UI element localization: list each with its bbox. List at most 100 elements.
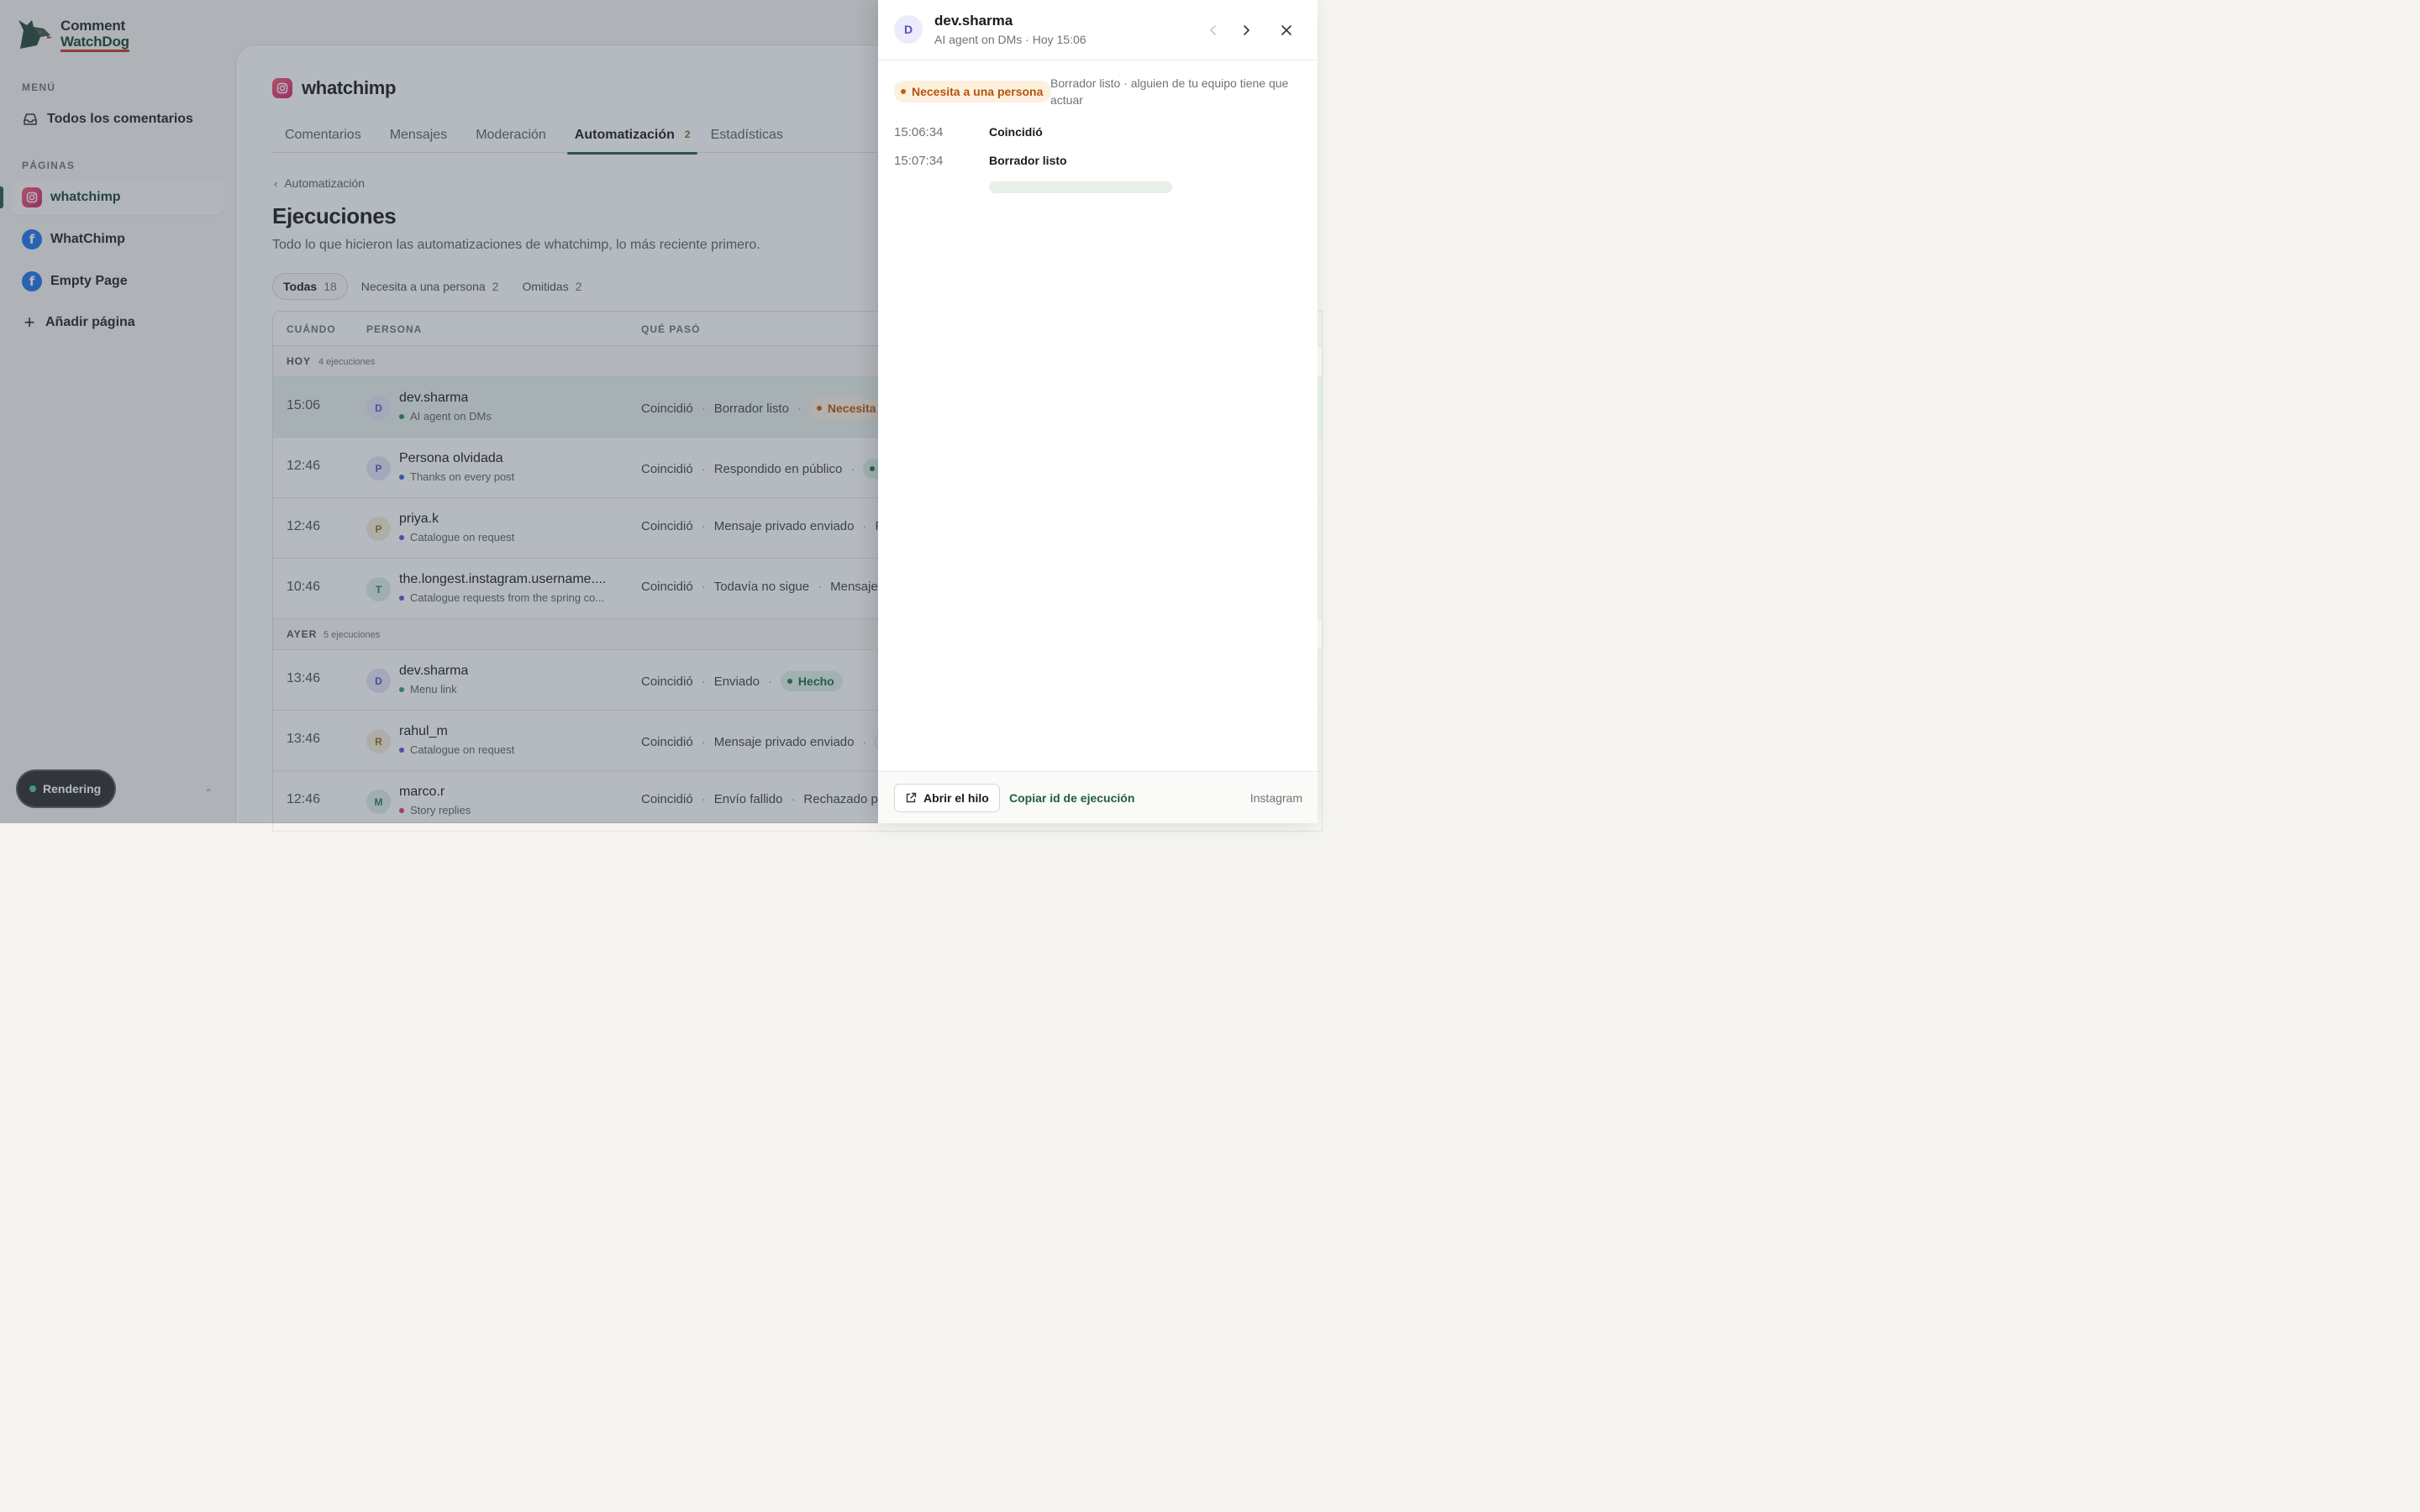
avatar: R: [366, 729, 391, 753]
rendering-status-pill[interactable]: Rendering: [18, 771, 115, 806]
step-label: Coincidió: [641, 674, 693, 689]
external-link-icon: [906, 792, 917, 803]
row-time: 10:46: [287, 580, 321, 594]
column-header-person: PERSONA: [366, 323, 423, 335]
execution-detail-drawer: D dev.sharma AI agent on DMs · Hoy 15:06…: [878, 0, 1318, 823]
sidebar-item-empty-page[interactable]: f Empty Page: [11, 264, 224, 299]
group-label: HOY: [287, 355, 312, 367]
step-time: 15:06:34: [894, 125, 944, 139]
tab-moderacion[interactable]: Moderación: [476, 123, 546, 153]
sidebar-item-whatchimp-facebook[interactable]: f WhatChimp: [11, 222, 224, 257]
tab-comentarios[interactable]: Comentarios: [272, 123, 361, 153]
status-note: Borrador listo · alguien de tu equipo ti…: [1050, 76, 1289, 107]
status-label: Necesita a una persona: [912, 85, 1044, 98]
open-thread-button[interactable]: Abrir el hilo: [894, 784, 1000, 812]
active-indicator: [0, 186, 3, 208]
tab-label: Comentarios: [285, 128, 361, 142]
brand-logo[interactable]: Comment WatchDog: [15, 15, 129, 54]
row-what-happened: Coincidió · Envío fallido · Rechazado por: [641, 792, 889, 806]
separator: ·: [797, 401, 802, 416]
step-time: 15:07:34: [894, 154, 944, 168]
filter-count: 2: [575, 280, 582, 293]
tab-mensajes[interactable]: Mensajes: [390, 123, 447, 153]
add-page-label: Añadir página: [45, 315, 135, 329]
sidebar-item-all-comments[interactable]: Todos los comentarios: [11, 102, 224, 137]
sidebar-item-label: whatchimp: [50, 190, 121, 204]
row-time: 12:46: [287, 459, 321, 473]
tab-label: Moderación: [476, 128, 546, 142]
breadcrumb[interactable]: ‹ Automatización: [274, 176, 365, 190]
avatar: M: [366, 790, 391, 814]
status-badge: Necesita a una persona: [894, 81, 1052, 102]
previous-button[interactable]: [1203, 20, 1223, 40]
step-label: Coincidió: [641, 734, 693, 749]
drawer-footer: Abrir el hilo Copiar id de ejecución Ins…: [878, 771, 1318, 823]
next-button[interactable]: [1236, 20, 1256, 40]
step-label: Todavía no sigue: [713, 580, 810, 594]
step-label: Mensaje p: [830, 580, 889, 594]
row-automation: Thanks on every post: [399, 470, 514, 483]
tab-estadisticas[interactable]: Estadísticas: [711, 123, 783, 153]
step-label: Coincidió: [641, 401, 693, 416]
row-time: 12:46: [287, 792, 321, 806]
automation-label: Story replies: [410, 804, 471, 816]
step-label: Coincidió: [641, 792, 693, 806]
filter-label: Omitidas: [522, 280, 569, 293]
automation-dot-icon: [399, 686, 404, 692]
drawer-person-name: dev.sharma: [934, 13, 1013, 29]
chevron-up-icon[interactable]: ⌃: [204, 787, 213, 799]
tab-badge: 2: [684, 129, 691, 140]
step-label: Mensaje privado enviado: [713, 519, 855, 533]
column-header-when: CUÁNDO: [287, 323, 336, 335]
step-label: Enviado: [713, 674, 760, 689]
automation-dot-icon: [399, 807, 404, 813]
facebook-icon: f: [22, 271, 42, 291]
filter-todas[interactable]: Todas 18: [272, 273, 348, 300]
plus-icon: +: [24, 312, 35, 333]
row-automation: Story replies: [399, 804, 471, 816]
step-label: Rechazado por: [803, 792, 890, 806]
page-header: whatchimp: [272, 77, 397, 99]
sidebar-item-whatchimp-instagram[interactable]: whatchimp: [11, 180, 224, 215]
status-label: Hecho: [797, 675, 834, 688]
filter-bar: Todas 18 Necesita a una persona 2 Omitidas…: [272, 273, 595, 300]
group-count: 5 ejecuciones: [324, 630, 381, 640]
automation-dot-icon: [399, 413, 404, 419]
separator: ·: [701, 461, 706, 476]
step-label: Coincidió: [641, 461, 693, 476]
filter-necesita-persona[interactable]: Necesita a una persona 2: [351, 273, 509, 300]
separator: ·: [701, 580, 706, 594]
row-what-happened: Coincidió · Mensaje privado enviado ·: [641, 732, 887, 752]
step-label: Mensaje privado enviado: [713, 734, 855, 749]
close-button[interactable]: [1276, 20, 1297, 40]
chevron-left-icon: [1210, 25, 1216, 35]
rendering-label: Rendering: [43, 782, 102, 795]
avatar: D: [366, 396, 391, 420]
filter-omitidas[interactable]: Omitidas 2: [512, 273, 592, 300]
separator: ·: [701, 734, 706, 749]
automation-dot-icon: [399, 747, 404, 753]
avatar: D: [366, 669, 391, 693]
tab-automatizacion[interactable]: Automatización 2: [566, 123, 697, 155]
timeline-step: 15:06:34 Coincidió: [894, 125, 1043, 139]
row-time: 13:46: [287, 732, 321, 746]
table-header: CUÁNDO PERSONA QUÉ PASÓ: [273, 312, 1322, 346]
copy-execution-id-button[interactable]: Copiar id de ejecución: [1009, 791, 1135, 805]
row-time: 12:46: [287, 519, 321, 533]
filter-count: 2: [492, 280, 499, 293]
column-header-what: QUÉ PASÓ: [641, 323, 701, 335]
add-page-button[interactable]: + Añadir página: [11, 305, 224, 340]
breadcrumb-label: Automatización: [284, 176, 366, 190]
separator: ·: [791, 792, 796, 806]
separator: ·: [818, 580, 823, 594]
row-automation: AI agent on DMs: [399, 410, 492, 423]
source-label: Instagram: [1249, 791, 1302, 805]
avatar: D: [894, 15, 923, 44]
status-dot-icon: [816, 406, 822, 411]
close-icon: [1281, 25, 1292, 35]
